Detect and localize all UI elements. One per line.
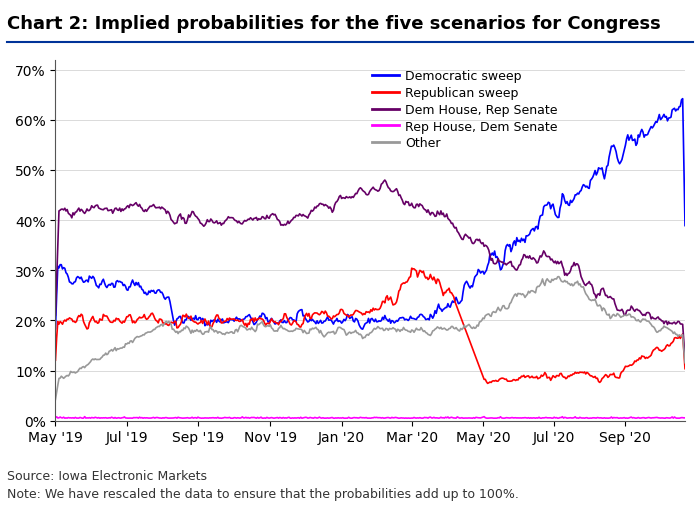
Text: Note: We have rescaled the data to ensure that the probabilities add up to 100%.: Note: We have rescaled the data to ensur… <box>7 487 519 500</box>
Dem House, Rep Senate <box>596 293 604 299</box>
Democratic sweep <box>51 326 60 332</box>
Dem House, Rep Senate <box>498 260 506 266</box>
Republican sweep <box>484 381 492 387</box>
Rep House, Dem Senate <box>531 415 540 421</box>
Other <box>86 359 94 365</box>
Democratic sweep <box>613 156 622 162</box>
Republican sweep <box>433 277 442 283</box>
Text: Source: Iowa Electronic Markets: Source: Iowa Electronic Markets <box>7 469 207 482</box>
Rep House, Dem Senate <box>614 415 622 421</box>
Republican sweep <box>498 375 507 381</box>
Legend: Democratic sweep, Republican sweep, Dem House, Rep Senate, Rep House, Dem Senate: Democratic sweep, Republican sweep, Dem … <box>372 70 558 150</box>
Other <box>596 302 604 309</box>
Republican sweep <box>407 266 416 272</box>
Democratic sweep <box>86 275 94 281</box>
Rep House, Dem Senate <box>88 415 96 421</box>
Other <box>496 308 505 314</box>
Democratic sweep <box>498 266 506 272</box>
Other <box>554 274 563 280</box>
Republican sweep <box>533 374 541 380</box>
Dem House, Rep Senate <box>381 178 389 184</box>
Republican sweep <box>51 358 60 364</box>
Democratic sweep <box>358 327 367 333</box>
Rep House, Dem Senate <box>80 414 89 420</box>
Republican sweep <box>596 378 605 384</box>
Rep House, Dem Senate <box>584 416 592 422</box>
Line: Democratic sweep: Democratic sweep <box>55 99 685 330</box>
Dem House, Rep Senate <box>681 356 690 362</box>
Dem House, Rep Senate <box>531 258 540 264</box>
Other <box>530 289 538 295</box>
Line: Other: Other <box>55 277 685 399</box>
Line: Dem House, Rep Senate: Dem House, Rep Senate <box>55 181 685 359</box>
Democratic sweep <box>531 225 540 231</box>
Rep House, Dem Senate <box>51 415 60 421</box>
Other <box>681 360 690 366</box>
Text: Chart 2: Implied probabilities for the five scenarios for Congress: Chart 2: Implied probabilities for the f… <box>7 15 661 33</box>
Dem House, Rep Senate <box>86 207 94 213</box>
Democratic sweep <box>678 96 687 103</box>
Dem House, Rep Senate <box>433 209 442 215</box>
Republican sweep <box>86 318 94 324</box>
Line: Republican sweep: Republican sweep <box>55 269 685 384</box>
Dem House, Rep Senate <box>613 308 622 314</box>
Dem House, Rep Senate <box>51 313 60 319</box>
Republican sweep <box>614 375 622 381</box>
Republican sweep <box>681 366 690 372</box>
Democratic sweep <box>433 306 442 312</box>
Democratic sweep <box>596 166 604 172</box>
Rep House, Dem Senate <box>681 415 690 421</box>
Line: Rep House, Dem Senate: Rep House, Dem Senate <box>55 417 685 419</box>
Rep House, Dem Senate <box>596 415 605 421</box>
Other <box>51 396 60 402</box>
Other <box>432 326 440 332</box>
Rep House, Dem Senate <box>433 415 442 421</box>
Rep House, Dem Senate <box>498 415 506 421</box>
Other <box>613 311 622 317</box>
Democratic sweep <box>681 223 690 229</box>
